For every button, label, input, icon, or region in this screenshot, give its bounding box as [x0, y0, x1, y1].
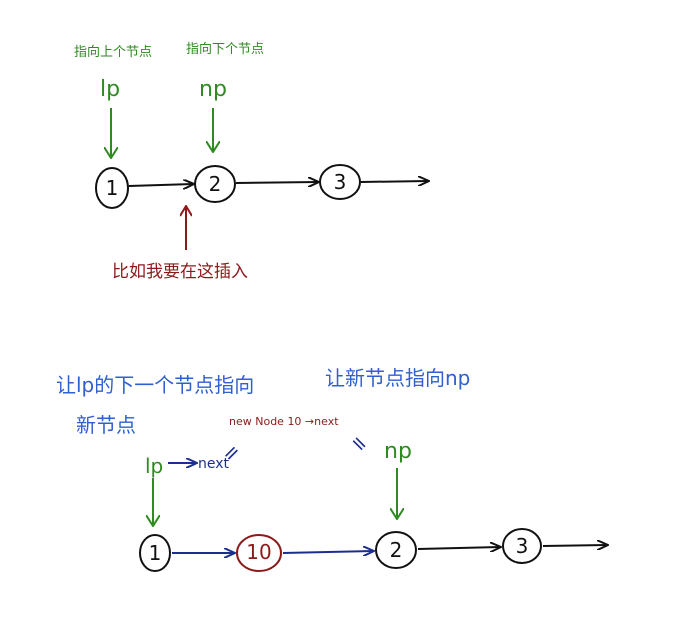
lp-next-label: next — [198, 456, 230, 472]
insert-note: 比如我要在这插入 — [112, 262, 248, 282]
np-caption: 指向下个节点 — [186, 41, 264, 57]
link-1-2 — [128, 184, 193, 186]
node-3: 3 — [319, 164, 361, 200]
node-2: 2 — [194, 165, 236, 203]
note-left-line1: 让lp的下一个节点指向 — [56, 373, 254, 397]
node-10-new: 10 — [236, 534, 282, 572]
equals-right: = — [345, 429, 374, 458]
node-2-bottom-label: 2 — [390, 538, 403, 562]
node-1-bottom-label: 1 — [149, 541, 162, 565]
note-left-line2: 新节点 — [76, 413, 136, 437]
link-2-3-bottom — [417, 547, 500, 549]
node-3-bottom: 3 — [502, 528, 542, 564]
node-10-label: 10 — [246, 540, 271, 564]
np-label: np — [199, 77, 227, 102]
top-diagram: 指向上个节点 指向下个节点 lp np 1 2 3 比如我要在这插入 — [74, 41, 428, 282]
np-label-bottom: np — [384, 439, 412, 464]
link-3-tail-bottom — [542, 545, 607, 546]
note-right: 让新节点指向np — [325, 366, 470, 390]
link-3-tail — [360, 181, 428, 182]
node-1-label: 1 — [106, 176, 119, 200]
lp-label: lp — [100, 77, 120, 102]
node-3-bottom-label: 3 — [516, 534, 529, 558]
lp-caption: 指向上个节点 — [74, 44, 152, 60]
node-1: 1 — [95, 167, 129, 209]
link-10-2 — [282, 551, 373, 553]
node-3-label: 3 — [334, 170, 347, 194]
link-2-3 — [235, 182, 318, 183]
new-node-note: new Node 10 →next — [229, 415, 339, 428]
node-2-label: 2 — [209, 172, 222, 196]
node-1-bottom: 1 — [139, 534, 171, 572]
bottom-diagram: 让lp的下一个节点指向 新节点 让新节点指向np new Node 10 →ne… — [56, 366, 607, 572]
node-2-bottom: 2 — [375, 531, 417, 569]
lp-label-bottom: lp — [145, 454, 163, 478]
